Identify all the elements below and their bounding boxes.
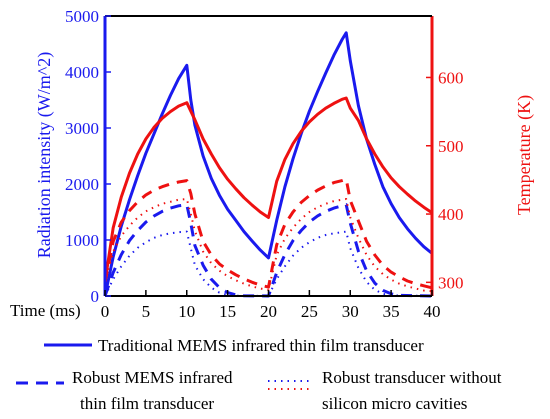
x-tick-label: 15	[219, 302, 236, 321]
x-axis-title: Time (ms)	[10, 301, 81, 320]
series-robust-temperature	[103, 177, 433, 290]
y-left-tick-label: 2000	[65, 175, 99, 194]
y-left-tick-label: 5000	[65, 7, 99, 26]
x-tick-label: 40	[424, 302, 441, 321]
series-no-cavities-temperature	[104, 198, 433, 293]
y-axis-right-title: Temperature (K)	[514, 95, 535, 215]
series-traditional-intensity	[103, 31, 433, 297]
y-left-tick-label: 4000	[65, 63, 99, 82]
y-left-tick-label: 0	[91, 287, 100, 306]
series-traditional-temperature	[103, 96, 433, 283]
legend-label-traditional: Traditional MEMS infrared thin film tran…	[98, 336, 424, 355]
x-tick-label: 30	[342, 302, 359, 321]
x-tick-label: 5	[142, 302, 151, 321]
series-robust-intensity	[103, 203, 433, 298]
legend: Traditional MEMS infrared thin film tran…	[16, 336, 502, 413]
x-tick-label: 0	[101, 302, 110, 321]
legend-label-robust-line2: thin film transducer	[80, 394, 214, 413]
y-right-tick-label: 300	[438, 273, 464, 292]
x-tick-label: 20	[260, 302, 277, 321]
x-tick-label: 10	[178, 302, 195, 321]
x-tick-label: 35	[383, 302, 400, 321]
y-right-tick-label: 600	[438, 68, 464, 87]
y-right-tick-label: 400	[438, 205, 464, 224]
legend-label-robust-line1: Robust MEMS infrared	[72, 368, 233, 387]
x-tick-label: 25	[301, 302, 318, 321]
legend-label-no-cavities-line2: silicon micro cavities	[322, 394, 467, 413]
y-axis-left-title: Radiation intensity (W/m^2)	[34, 52, 55, 258]
ticks: 0 1000 2000 3000 4000 5000 300 400 500 600 0 5 10 15 2…	[65, 7, 464, 321]
y-left-tick-label: 3000	[65, 119, 99, 138]
y-left-tick-label: 1000	[65, 231, 99, 250]
plot-lines	[103, 31, 433, 298]
legend-label-no-cavities-line1: Robust transducer without	[322, 368, 502, 387]
y-right-tick-label: 500	[438, 137, 464, 156]
